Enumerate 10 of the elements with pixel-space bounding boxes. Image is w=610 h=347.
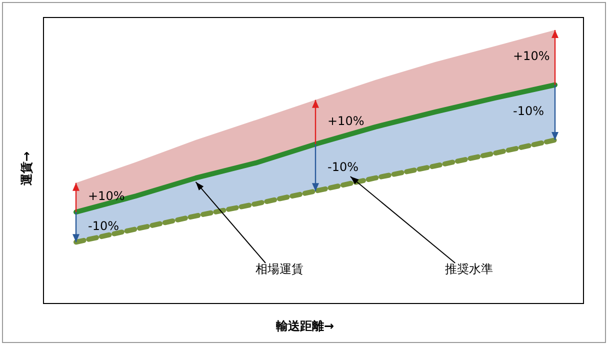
y-axis-title: 運賃→: [18, 151, 35, 186]
x-axis-title: 輸送距離→: [274, 318, 336, 335]
annotation: -10%: [88, 219, 120, 234]
annotation: 相場運賃: [256, 261, 304, 278]
annotation: +10%: [513, 49, 550, 64]
annotation: +10%: [88, 189, 125, 204]
annotation: +10%: [328, 114, 364, 128]
annotation: -10%: [513, 104, 544, 118]
annotation: -10%: [328, 160, 359, 174]
annotation: 推奨水準: [445, 261, 494, 278]
